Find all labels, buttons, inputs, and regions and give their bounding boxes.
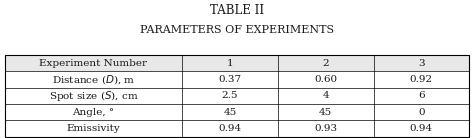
Text: Emissivity: Emissivity [66,124,120,133]
Text: PARAMETERS OF EXPERIMENTS: PARAMETERS OF EXPERIMENTS [140,25,334,35]
Text: 45: 45 [319,108,332,117]
Text: 0.92: 0.92 [410,75,433,84]
Text: 0.60: 0.60 [314,75,337,84]
Text: Angle, °: Angle, ° [73,108,115,117]
Text: 0.37: 0.37 [219,75,242,84]
Text: TABLE II: TABLE II [210,4,264,17]
Text: 0: 0 [418,108,425,117]
Bar [5,55,469,137]
Bar [5,55,469,71]
Text: 6: 6 [418,91,425,100]
Text: 1: 1 [227,59,233,68]
Text: 2: 2 [322,59,329,68]
Text: Spot size ($S$), cm: Spot size ($S$), cm [49,89,138,103]
Text: 45: 45 [223,108,237,117]
Text: Experiment Number: Experiment Number [39,59,147,68]
Text: 0.94: 0.94 [410,124,433,133]
Text: 0.94: 0.94 [219,124,242,133]
Text: 3: 3 [418,59,425,68]
Text: 4: 4 [322,91,329,100]
Text: 2.5: 2.5 [222,91,238,100]
Text: Distance ($D$), m: Distance ($D$), m [52,73,135,86]
Text: 0.93: 0.93 [314,124,337,133]
